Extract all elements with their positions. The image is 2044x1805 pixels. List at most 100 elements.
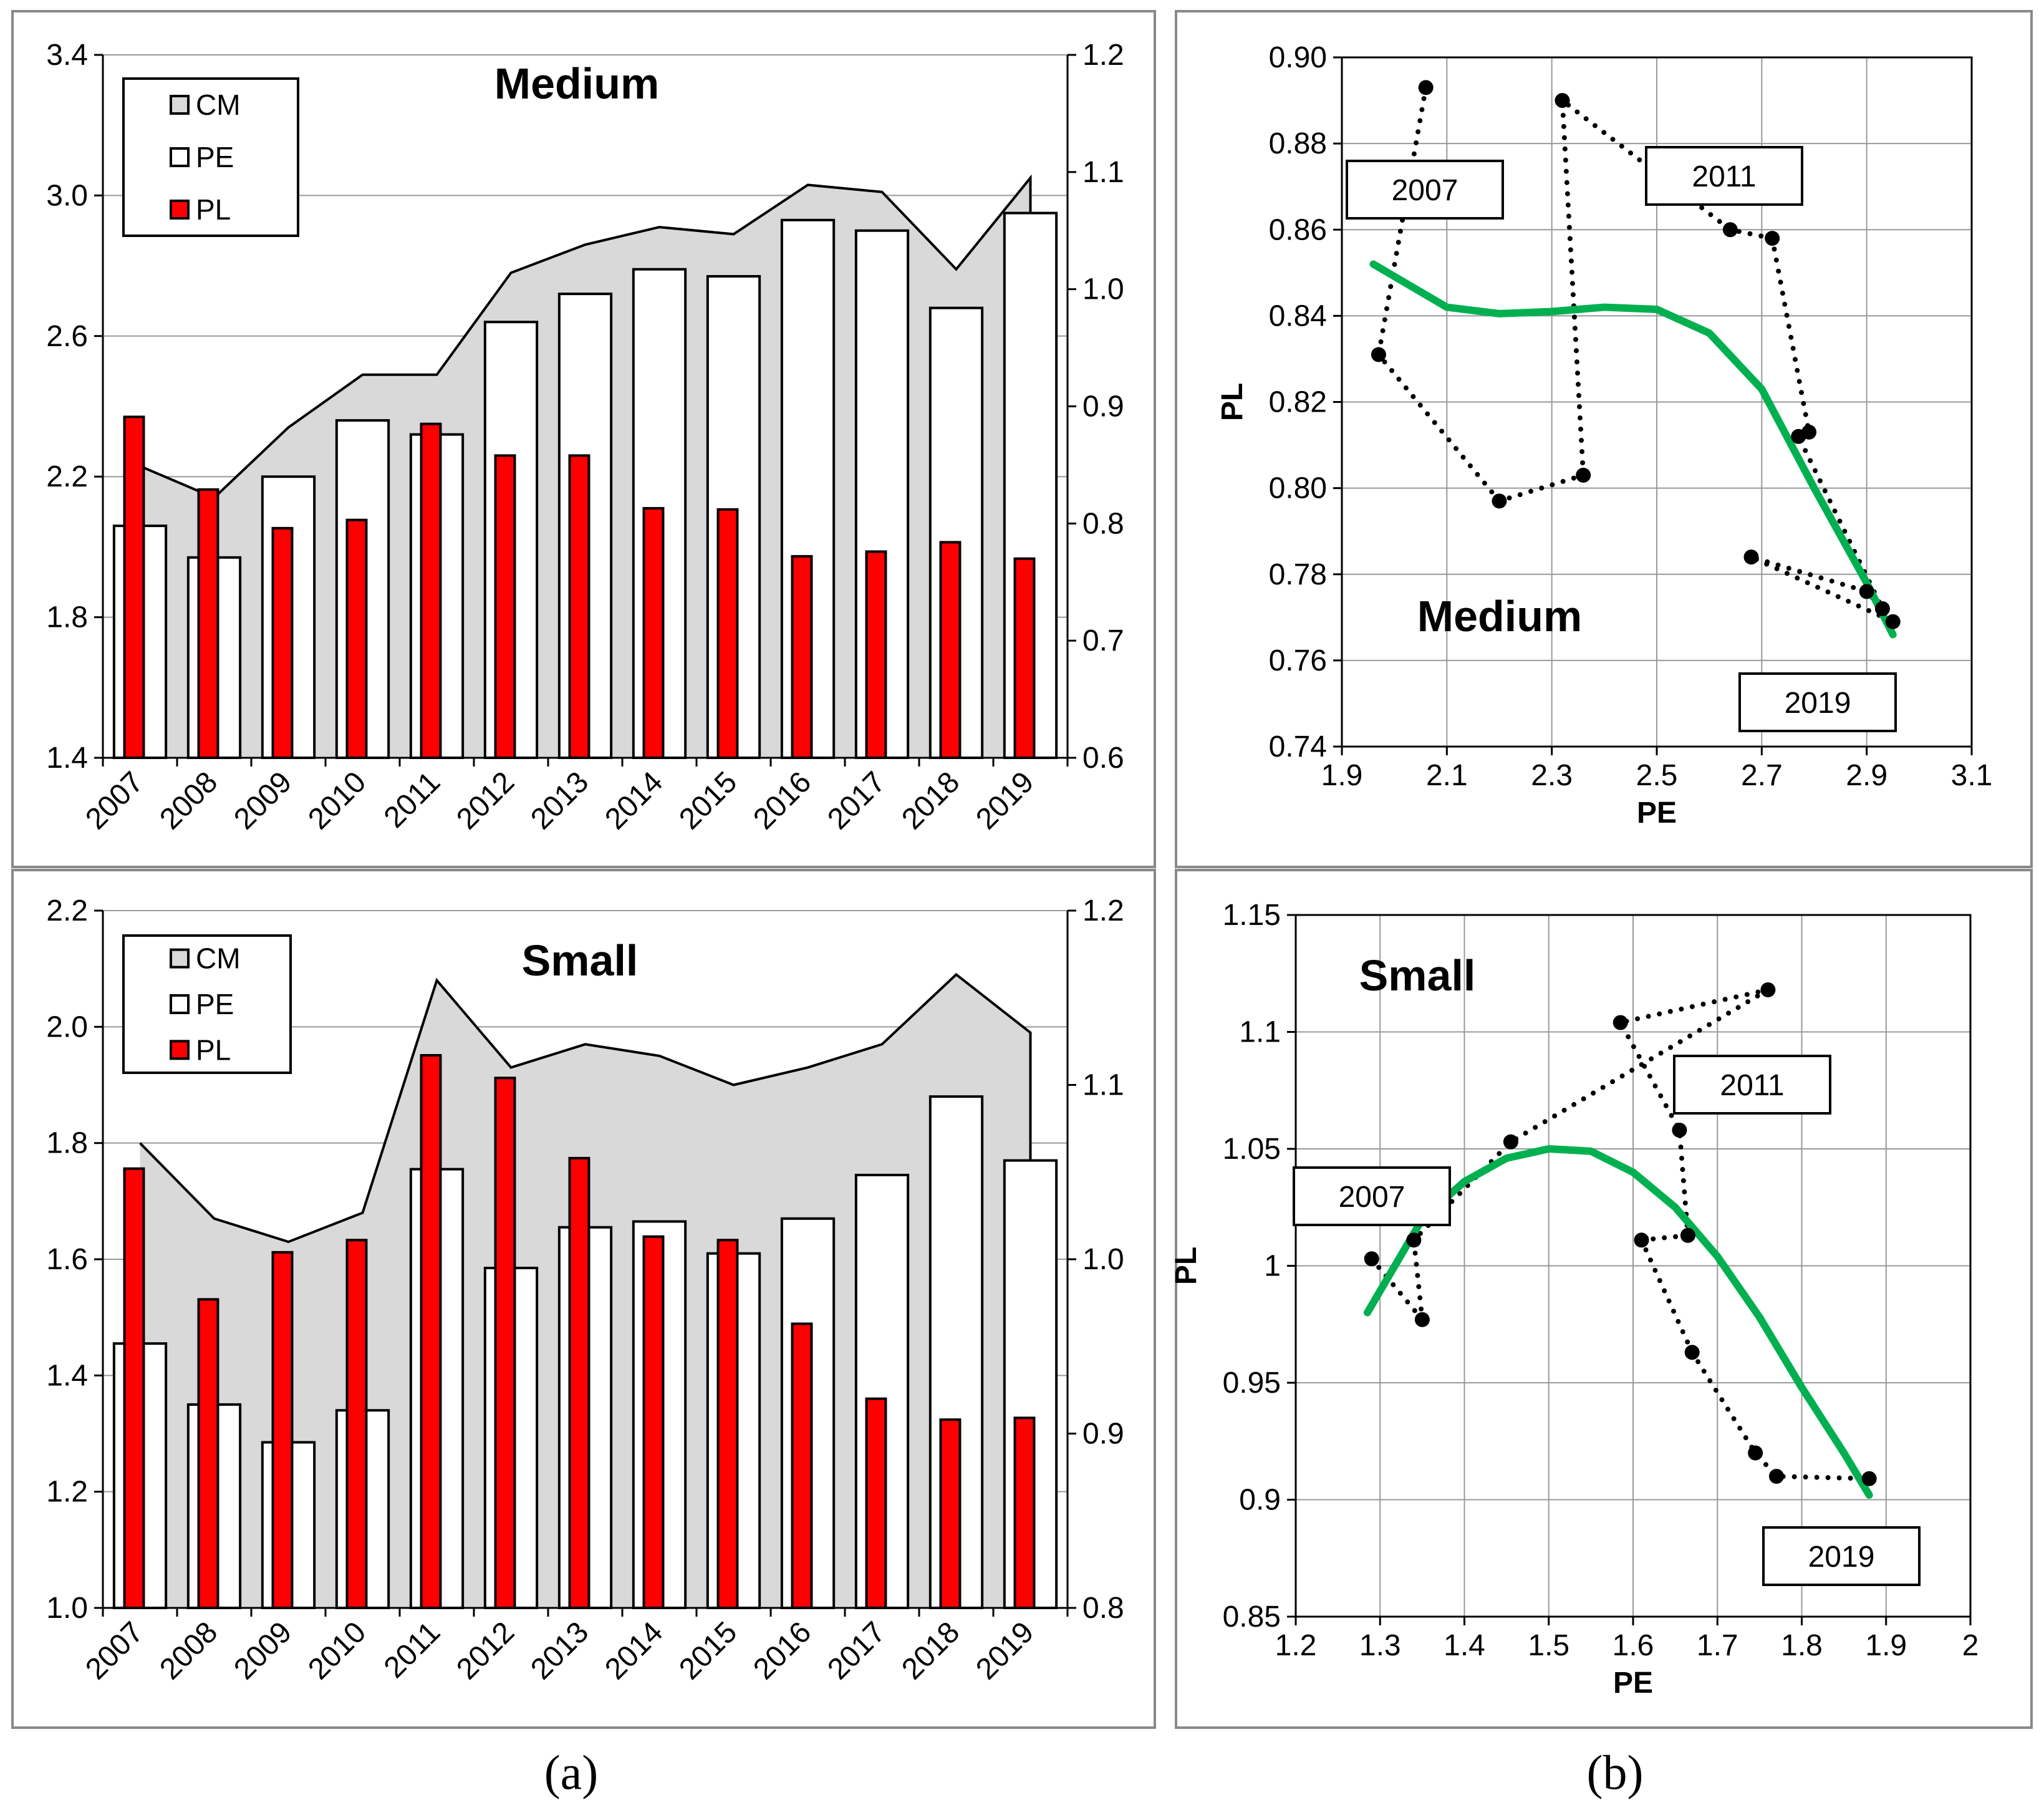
pl-bar xyxy=(642,1235,665,1610)
point-2010 xyxy=(1503,1134,1518,1149)
y-tick-label: 0.84 xyxy=(1269,299,1327,332)
x-tick-label: 2015 xyxy=(673,765,743,836)
panel-label-a: (a) xyxy=(544,1745,599,1799)
x-tick-label: 2019 xyxy=(970,765,1040,836)
point-2011 xyxy=(1555,93,1570,109)
right-tick-label: 1.0 xyxy=(1082,273,1124,306)
annotation-label: 2011 xyxy=(1720,1069,1784,1102)
annotation-label: 2007 xyxy=(1339,1181,1405,1214)
trend-line xyxy=(1363,1145,1873,1499)
point-2008 xyxy=(1371,347,1386,362)
x-tick-label: 2011 xyxy=(378,765,446,834)
pl-bar xyxy=(345,518,368,759)
point-2012 xyxy=(1722,222,1738,238)
x-tick-label: 2016 xyxy=(747,765,817,836)
trend-line xyxy=(1369,260,1897,639)
pl-bar xyxy=(791,554,813,760)
pl-bar xyxy=(271,526,294,759)
x-tick-label: 2012 xyxy=(450,1615,521,1686)
x-tick-label: 2015 xyxy=(673,1615,743,1686)
x-tick-label: 2013 xyxy=(524,1615,595,1686)
point-2009 xyxy=(1492,493,1507,509)
right-tick-label: 0.9 xyxy=(1082,390,1124,423)
chart-a-small: 1.0 1.2 1.4 1.6 1.8 2.0 2.2 0.8 0.9 1.0 1.1 1.2 2007… xyxy=(46,894,1124,1686)
point-2012 xyxy=(1613,1015,1628,1030)
y-tick-label: 0.74 xyxy=(1269,730,1327,763)
legend-box xyxy=(122,934,292,1074)
x-tick-label: 2.9 xyxy=(1846,759,1887,792)
frame-b-small xyxy=(1175,869,2033,1729)
annotation-box xyxy=(1762,1526,1921,1586)
legend-swatch-pe xyxy=(170,147,190,167)
x-tick-label: 1.9 xyxy=(1865,1629,1907,1662)
point-2015 xyxy=(1791,428,1806,444)
right-tick-label: 1.1 xyxy=(1082,1069,1124,1102)
x-tick-label: 2012 xyxy=(450,765,521,836)
y-tick-label: 0.82 xyxy=(1269,386,1327,419)
pl-bar xyxy=(197,1298,219,1609)
x-tick-label: 1.3 xyxy=(1359,1629,1401,1662)
left-tick-label: 1.0 xyxy=(46,1592,88,1625)
right-tick-label: 0.8 xyxy=(1082,1592,1124,1625)
left-tick-label: 2.0 xyxy=(46,1010,88,1043)
x-tick-label: 2018 xyxy=(895,1615,966,1686)
point-2013 xyxy=(1672,1123,1687,1138)
annotation-box xyxy=(1738,672,1897,732)
pl-bar xyxy=(568,1156,591,1609)
left-tick-label: 1.8 xyxy=(46,1127,88,1160)
left-tick-label: 1.6 xyxy=(46,1243,88,1276)
annotation-box xyxy=(1673,1055,1831,1115)
chart-b-medium: 1.9 2.1 2.3 2.5 2.7 2.9 3.1 0.74 0.76 0.78 0.80 0.8… xyxy=(1216,41,1992,830)
annotation-label: 2007 xyxy=(1392,174,1458,207)
x-tick-label: 2011 xyxy=(378,1615,446,1684)
y-tick-label: 0.85 xyxy=(1223,1600,1281,1633)
legend-swatch-cm xyxy=(170,948,190,969)
right-tick-label: 1.1 xyxy=(1082,156,1124,189)
y-tick-label: 1.15 xyxy=(1223,899,1281,932)
y-axis-title: PL xyxy=(1216,383,1249,421)
legend-swatch-cm xyxy=(170,95,190,115)
left-tick-label: 2.6 xyxy=(46,320,88,353)
pl-bar xyxy=(123,415,145,759)
chart-title: Small xyxy=(522,936,639,985)
pl-bar xyxy=(865,1397,887,1610)
left-tick-label: 2.2 xyxy=(46,460,88,493)
point-2007 xyxy=(1418,80,1434,95)
x-tick-label: 2.5 xyxy=(1636,759,1678,792)
x-tick-label: 1.2 xyxy=(1275,1629,1317,1662)
y-tick-label: 1.05 xyxy=(1223,1133,1281,1166)
pl-bar xyxy=(939,541,962,759)
x-tick-label: 2016 xyxy=(747,1615,817,1686)
pl-bar xyxy=(420,1053,442,1609)
x-axis-title: PE xyxy=(1613,1667,1653,1700)
left-tick-label: 3.0 xyxy=(46,179,88,212)
x-tick-label: 2014 xyxy=(599,765,669,836)
legend-label-pe: PE xyxy=(196,988,234,1020)
point-2009 xyxy=(1406,1232,1422,1248)
x-tick-label: 1.9 xyxy=(1321,759,1363,792)
pl-bar xyxy=(123,1167,145,1610)
point-2018 xyxy=(1768,1469,1784,1484)
annotation-box xyxy=(1645,146,1803,206)
right-tick-label: 1.0 xyxy=(1082,1243,1124,1276)
annotation-box xyxy=(1346,160,1504,220)
point-2016 xyxy=(1684,1345,1700,1360)
y-axis-title: PL xyxy=(1170,1247,1203,1285)
x-tick-label: 1.5 xyxy=(1528,1629,1569,1662)
chart-title: Medium xyxy=(1417,592,1582,641)
pl-bar xyxy=(568,454,591,759)
left-tick-label: 1.8 xyxy=(46,601,88,634)
x-tick-label: 3.1 xyxy=(1951,759,1993,792)
point-2008 xyxy=(1414,1312,1430,1327)
x-axis-title: PE xyxy=(1637,796,1677,830)
point-2010 xyxy=(1576,467,1591,483)
right-tick-label: 1.2 xyxy=(1082,39,1124,72)
point-2019 xyxy=(1885,614,1901,629)
x-tick-label: 2019 xyxy=(970,1615,1040,1686)
x-tick-label: 2008 xyxy=(153,1615,224,1686)
x-tick-label: 2010 xyxy=(302,765,372,836)
point-2015 xyxy=(1634,1232,1649,1248)
left-tick-label: 3.4 xyxy=(46,39,88,72)
pl-bar xyxy=(642,506,665,759)
cm-line xyxy=(139,174,1032,758)
